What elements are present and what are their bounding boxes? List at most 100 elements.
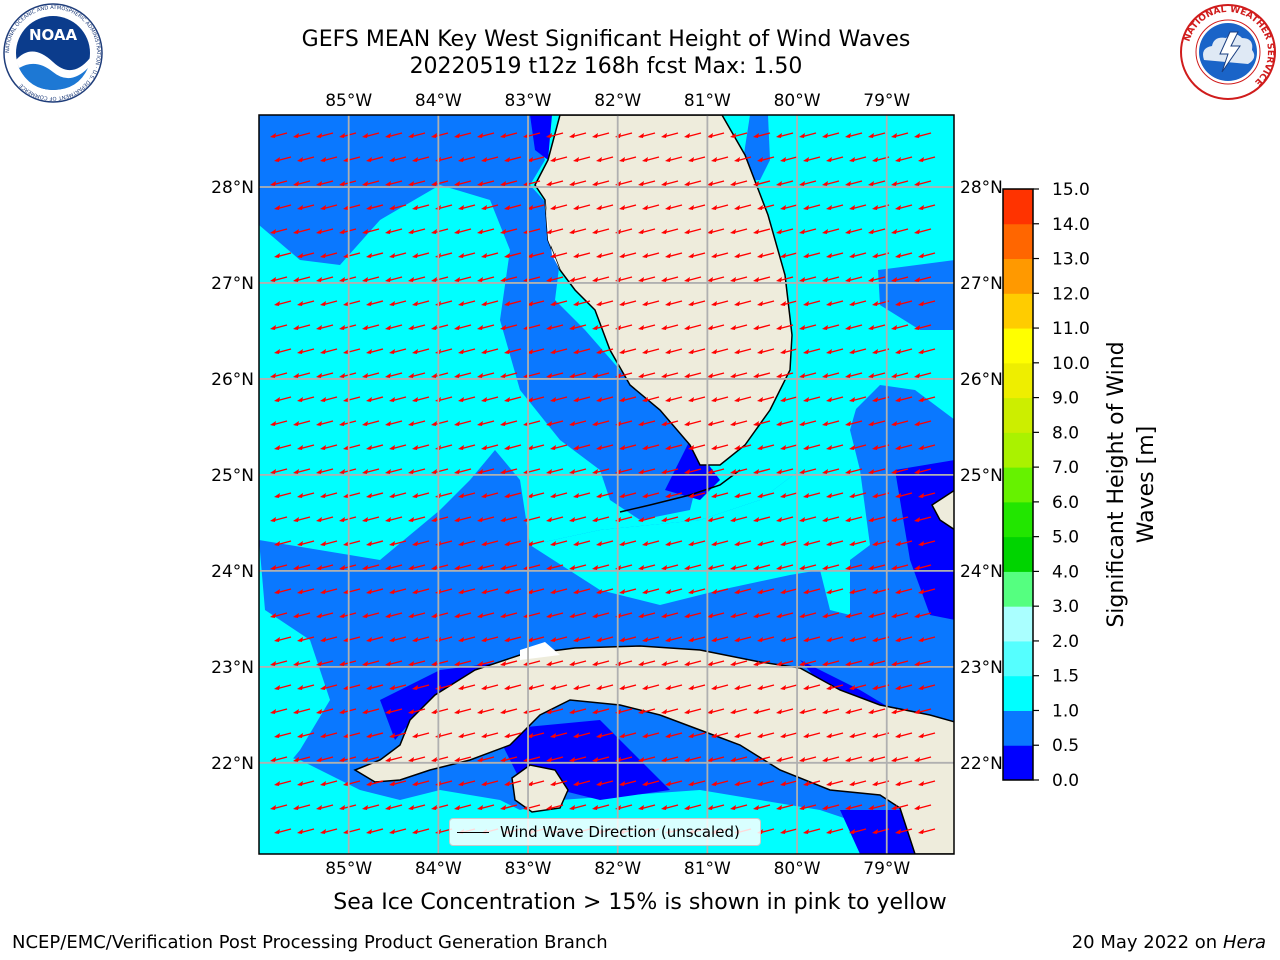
wave-arrow (320, 396, 338, 402)
wave-arrow (688, 492, 706, 498)
wave-arrow (707, 420, 725, 426)
wave-arrow (684, 660, 702, 666)
wave-arrow (362, 612, 380, 618)
wave-arrow (454, 420, 472, 426)
wave-arrow (431, 612, 449, 618)
wave-arrow (753, 420, 771, 426)
wave-arrow (799, 276, 817, 282)
wave-arrow (826, 540, 844, 546)
wave-arrow (362, 516, 380, 522)
wave-arrow (642, 732, 660, 738)
wave-arrow (918, 492, 936, 498)
wave-arrow (270, 612, 288, 618)
wave-arrow (366, 780, 384, 786)
wave-arrow (868, 180, 886, 186)
wave-arrow (412, 540, 430, 546)
wave-arrow (316, 420, 334, 426)
wave-arrow (845, 756, 863, 762)
wave-arrow (757, 252, 775, 258)
wave-arrow (477, 708, 495, 714)
wave-arrow (458, 444, 476, 450)
wave-arrow (458, 492, 476, 498)
wave-arrow (274, 348, 292, 354)
wave-arrow (546, 276, 564, 282)
wave-arrow (868, 804, 886, 810)
footer-credit: NCEP/EMC/Verification Post Processing Pr… (12, 932, 608, 953)
nws-logo: NATIONAL WEATHER SERVICE (1180, 4, 1276, 100)
wave-arrow (638, 372, 656, 378)
wave-arrow (408, 756, 426, 762)
colorbar-tick-label: 15.0 (1052, 180, 1090, 200)
colorbar-segment (1003, 432, 1033, 468)
wave-arrow (826, 348, 844, 354)
wave-arrow (412, 588, 430, 594)
wave-arrow (412, 396, 430, 402)
wave-arrow (569, 708, 587, 714)
lat-tick-label-right: 23°N (960, 658, 1003, 678)
wave-arrow (431, 420, 449, 426)
wave-arrow (757, 348, 775, 354)
wave-arrow (734, 396, 752, 402)
wave-arrow (734, 204, 752, 210)
wave-arrow (320, 156, 338, 162)
wave-arrow (753, 612, 771, 618)
wave-arrow (412, 636, 430, 642)
wave-arrow (297, 156, 315, 162)
wave-arrow (596, 156, 614, 162)
colorbar-segment (1003, 501, 1033, 538)
colorbar-label: Significant Height of Wind (1104, 341, 1129, 627)
wave-arrow (822, 516, 840, 522)
wave-arrow (592, 516, 610, 522)
wave-arrow (500, 468, 518, 474)
wave-arrow (619, 732, 637, 738)
wave-arrow (293, 180, 311, 186)
wave-arrow (684, 132, 702, 138)
wave-arrow (431, 180, 449, 186)
colorbar-tick-label: 9.0 (1052, 389, 1079, 409)
wave-arrow (849, 444, 867, 450)
footer-date-text: 20 May 2022 on (1071, 932, 1218, 953)
wave-arrow (389, 636, 407, 642)
wave-arrow (826, 732, 844, 738)
wave-arrow (592, 180, 610, 186)
wave-arrow (389, 732, 407, 738)
wave-arrow (297, 828, 315, 834)
wave-arrow (661, 324, 679, 330)
wave-arrow (454, 324, 472, 330)
wave-arrow (504, 348, 522, 354)
wave-arrow (592, 708, 610, 714)
wave-arrow (454, 132, 472, 138)
colorbar-segment (1003, 362, 1033, 399)
wave-arrow (661, 660, 679, 666)
wave-arrow (845, 708, 863, 714)
lon-tick-label-bottom: 81°W (684, 859, 731, 879)
wave-arrow (504, 300, 522, 306)
wave-arrow (408, 516, 426, 522)
wave-arrow (753, 468, 771, 474)
wave-arrow (684, 372, 702, 378)
wave-arrow (642, 156, 660, 162)
wave-arrow (454, 756, 472, 762)
wave-arrow (458, 588, 476, 594)
wave-arrow (707, 276, 725, 282)
wave-arrow (546, 132, 564, 138)
wave-field-0.5-1.0-gulf (259, 115, 700, 520)
graticule (259, 115, 954, 854)
wave-arrow (711, 252, 729, 258)
wave-arrow (642, 684, 660, 690)
wave-arrow (431, 228, 449, 234)
land-florida (534, 115, 793, 466)
wave-arrow (803, 204, 821, 210)
chart-subtitle: 20220519 t12z 168h fcst Max: 1.50 (409, 54, 803, 79)
wave-arrow (504, 252, 522, 258)
wave-arrow (596, 636, 614, 642)
wave-arrow (385, 804, 403, 810)
wave-arrow (573, 684, 591, 690)
wave-arrow (895, 540, 913, 546)
wave-arrow (849, 204, 867, 210)
wave-arrow (753, 180, 771, 186)
wave-arrow (780, 252, 798, 258)
wave-arrow (270, 708, 288, 714)
wave-arrow (573, 780, 591, 786)
wave-arrow (868, 564, 886, 570)
